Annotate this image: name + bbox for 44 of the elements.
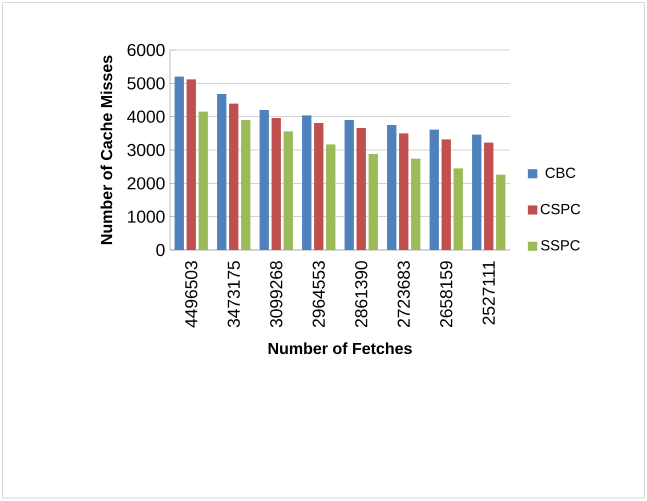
x-tick-label: 2723683 xyxy=(398,261,410,328)
x-tick-label: 4496503 xyxy=(185,261,198,328)
bar xyxy=(229,104,238,250)
bar xyxy=(442,140,451,250)
bar xyxy=(484,142,494,250)
bar xyxy=(272,118,281,250)
bar xyxy=(314,123,324,250)
bar xyxy=(368,154,378,250)
legend-label: SSPC xyxy=(541,240,580,251)
bar xyxy=(454,168,463,250)
y-tick-label: 0 xyxy=(156,244,165,256)
y-tick-label: 6000 xyxy=(128,44,165,56)
x-axis-title: Number of Fetches xyxy=(268,342,412,354)
bar xyxy=(284,132,293,250)
bar xyxy=(430,130,439,250)
bar xyxy=(344,120,354,250)
y-tick-label: 3000 xyxy=(127,144,165,156)
y-tick-label: 5000 xyxy=(127,77,165,90)
legend-label: CBC xyxy=(546,168,576,178)
bar xyxy=(260,110,269,250)
bar xyxy=(496,174,506,250)
bar xyxy=(217,94,226,250)
y-tick-label: 4000 xyxy=(127,110,165,123)
bar xyxy=(326,144,336,250)
bar xyxy=(411,158,420,250)
x-tick-label: 2964553 xyxy=(312,261,325,328)
x-tick-label: 3473175 xyxy=(228,261,240,328)
bar xyxy=(186,80,196,250)
bar xyxy=(198,112,208,250)
x-tick-label: 2658159 xyxy=(440,261,452,328)
y-axis-title: Number of Cache Misses xyxy=(100,56,112,244)
bar xyxy=(241,120,250,250)
x-tick-label: 3099268 xyxy=(270,261,282,328)
bar xyxy=(472,134,482,250)
legend-label: CSPC xyxy=(540,204,580,214)
y-tick-label: 1000 xyxy=(128,210,165,223)
bar xyxy=(356,128,366,250)
x-tick-label: 2527111 xyxy=(482,261,495,325)
y-tick-label: 2000 xyxy=(128,177,165,190)
bar xyxy=(399,134,408,250)
x-tick-label: 2861390 xyxy=(355,261,368,328)
bar xyxy=(302,116,312,250)
bar xyxy=(174,76,184,250)
bar xyxy=(387,125,396,250)
